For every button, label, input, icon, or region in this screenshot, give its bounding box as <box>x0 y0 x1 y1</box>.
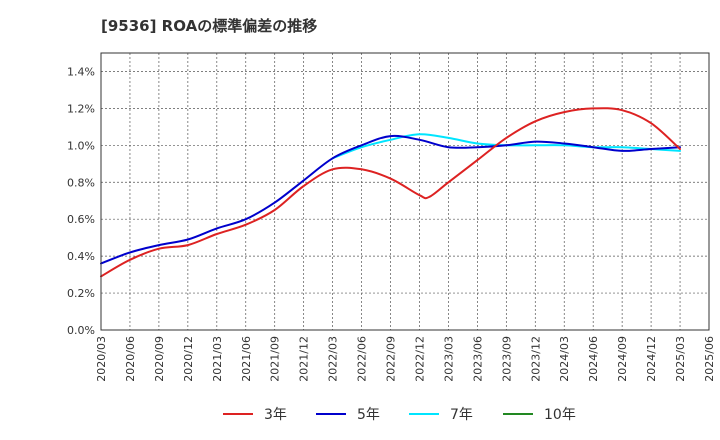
x-tick-label: 2023/06 <box>471 336 484 382</box>
plot-background <box>101 53 709 330</box>
x-tick-label: 2021/12 <box>298 336 311 382</box>
x-tick-label: 2025/03 <box>674 336 687 382</box>
x-tick-label: 2022/12 <box>413 336 426 382</box>
y-tick-label: 0.0% <box>67 324 95 337</box>
gridlines <box>100 53 710 331</box>
x-tick-label: 2021/06 <box>240 336 253 382</box>
chart-title: [9536] ROAの標準偏差の推移 <box>101 17 317 35</box>
y-tick-label: 0.6% <box>67 213 95 226</box>
y-tick-label: 1.2% <box>67 102 95 115</box>
x-tick-label: 2024/03 <box>558 336 571 382</box>
x-tick-label: 2022/09 <box>385 336 398 382</box>
x-tick-label: 2024/06 <box>587 336 600 382</box>
x-tick-label: 2020/03 <box>95 336 108 382</box>
x-tick-label: 2020/09 <box>153 336 166 382</box>
plot-border <box>100 52 710 331</box>
series-lines <box>100 107 681 278</box>
x-tick-label: 2022/06 <box>356 336 369 382</box>
series-line-1 <box>100 107 681 278</box>
y-tick-label: 0.4% <box>67 250 95 263</box>
x-tick-label: 2023/12 <box>529 336 542 382</box>
x-tick-label: 2024/09 <box>616 336 629 382</box>
series-line-2 <box>100 134 681 265</box>
y-tick-label: 1.0% <box>67 139 95 152</box>
legend-label: 7年 <box>450 407 473 423</box>
x-axis-ticks: 2020/03 2020/06 2020/09 2020/12 2021/03 2021/… <box>95 336 716 382</box>
legend: 3年 5年 7年 10年 <box>223 407 576 423</box>
x-tick-label: 2024/12 <box>645 336 658 382</box>
x-tick-label: 2022/03 <box>327 336 340 382</box>
y-tick-label: 0.8% <box>67 176 95 189</box>
x-tick-label: 2020/12 <box>182 336 195 382</box>
y-tick-label: 1.4% <box>67 65 95 78</box>
x-tick-label: 2023/03 <box>442 336 455 382</box>
x-tick-label: 2020/06 <box>124 336 137 382</box>
x-tick-label: 2023/09 <box>500 336 513 382</box>
x-tick-label: 2025/06 <box>703 336 716 382</box>
legend-label: 10年 <box>544 407 576 423</box>
legend-label: 3年 <box>264 407 287 423</box>
x-tick-label: 2021/09 <box>269 336 282 382</box>
x-tick-label: 2021/03 <box>211 336 224 382</box>
y-tick-label: 0.2% <box>67 287 95 300</box>
y-axis-ticks: 0.0% 0.2% 0.4% 0.6% 0.8% 1.0% 1.2% 1.4% <box>67 65 95 337</box>
legend-label: 5年 <box>357 407 380 423</box>
